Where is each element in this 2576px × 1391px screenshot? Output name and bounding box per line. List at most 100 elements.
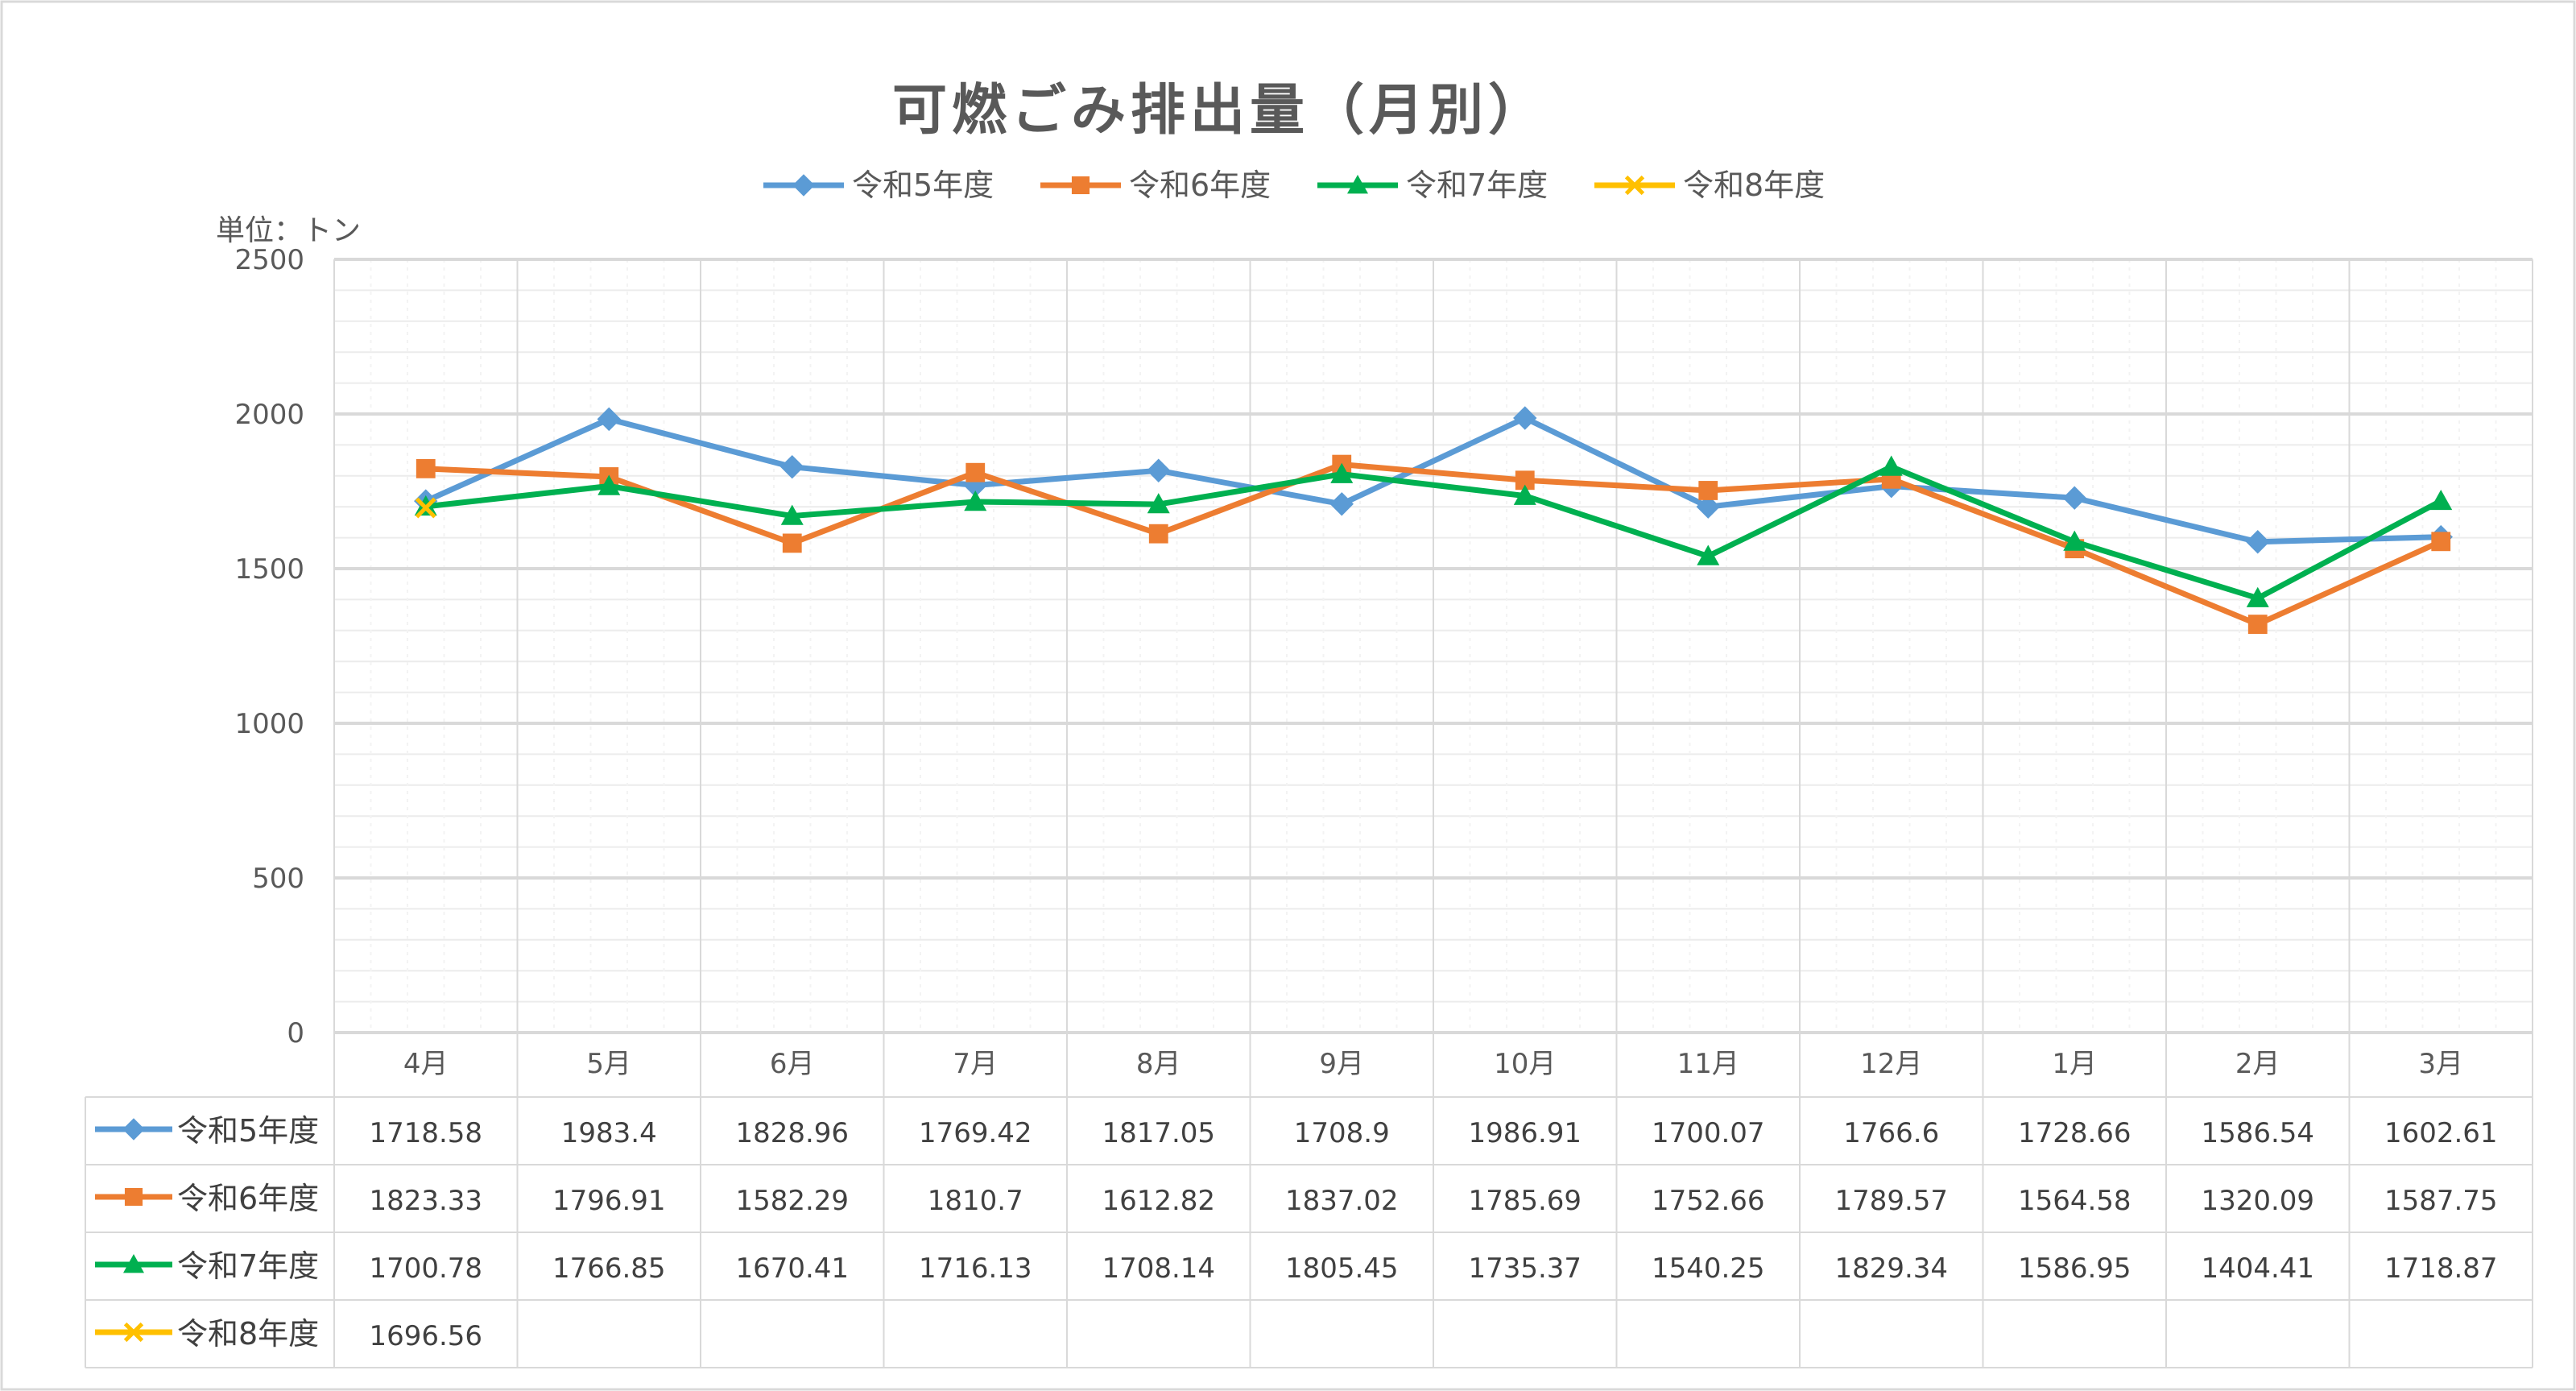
- data-point: [1698, 481, 1718, 500]
- legend-marker: [1624, 175, 1645, 196]
- table-cell: 1582.29: [735, 1185, 849, 1217]
- table-cell: 1716.13: [919, 1252, 1032, 1285]
- legend-marker: [1347, 175, 1368, 194]
- x-tick-label: 7月: [953, 1048, 998, 1080]
- table-cell: 1718.58: [369, 1117, 482, 1149]
- table-cell: 1817.05: [1102, 1117, 1215, 1149]
- table-row: 令和7年度 1700.78 1766.85 1670.41 1716.13 1708.14…: [95, 1248, 2498, 1285]
- series-3: [414, 455, 2453, 607]
- data-point: [2062, 486, 2086, 510]
- y-tick-label: 2000: [234, 399, 304, 431]
- table-cell: 1789.57: [1834, 1185, 1948, 1217]
- table-cell: 1766.85: [552, 1252, 666, 1285]
- data-point: [782, 533, 802, 553]
- table-cell: 1612.82: [1102, 1185, 1215, 1217]
- y-tick-label: 1500: [234, 553, 304, 586]
- legend-label: 令和7年度: [1406, 168, 1548, 203]
- data-point: [1696, 495, 1720, 519]
- unit-label: 単位：トン: [216, 214, 361, 247]
- legend-marker: [1071, 176, 1090, 195]
- row-key-marker: [123, 1322, 144, 1343]
- legend-item: 令和7年度: [1317, 168, 1548, 203]
- row-label: 令和7年度: [177, 1248, 319, 1284]
- row-key-marker: [122, 1118, 145, 1141]
- data-point: [1147, 458, 1171, 482]
- data-table: 令和5年度 1718.58 1983.4 1828.96 1769.42 1817.05 1…: [85, 1096, 2533, 1368]
- table-cell: 1823.33: [369, 1185, 482, 1217]
- table-cell: 1810.7: [928, 1185, 1023, 1217]
- legend-marker: [792, 174, 815, 197]
- data-point: [597, 407, 621, 432]
- table-cell: 1602.61: [2384, 1117, 2498, 1149]
- gridlines: [333, 258, 2533, 1097]
- table-cell: 1735.37: [1468, 1252, 1582, 1285]
- table-cell: 1766.6: [1843, 1117, 1939, 1149]
- data-point: [1697, 544, 1720, 565]
- table-cell: 1587.75: [2384, 1185, 2498, 1217]
- table-row: 令和8年度 1696.56: [95, 1316, 482, 1352]
- x-tick-label: 5月: [586, 1048, 631, 1080]
- table-cell: 1718.87: [2384, 1252, 2498, 1285]
- table-cell: 1769.42: [919, 1117, 1032, 1149]
- data-point: [1513, 484, 1536, 505]
- data-point: [2429, 489, 2453, 511]
- x-tick-label: 11月: [1677, 1048, 1739, 1080]
- data-point: [1329, 492, 1354, 516]
- x-axis: 4月 5月 6月 7月 8月 9月 10月 11月 12月 1月 2月 3月: [403, 1048, 2463, 1080]
- table-cell: 1785.69: [1468, 1185, 1582, 1217]
- table-cell: 1586.95: [2018, 1252, 2132, 1285]
- table-cell: 1696.56: [369, 1320, 482, 1352]
- data-point: [416, 458, 436, 478]
- series-line: [423, 415, 2444, 545]
- data-point: [965, 462, 986, 482]
- data-point: [1515, 470, 1535, 491]
- data-point: [1330, 462, 1354, 483]
- data-point: [1513, 406, 1537, 430]
- x-tick-label: 3月: [2418, 1048, 2463, 1080]
- data-point: [1147, 493, 1170, 514]
- table-cell: 1700.07: [1652, 1117, 1765, 1149]
- x-tick-label: 6月: [770, 1048, 815, 1080]
- table-cell: 1586.54: [2201, 1117, 2314, 1149]
- data-point: [1879, 455, 1903, 476]
- x-tick-label: 9月: [1319, 1048, 1364, 1080]
- table-cell: 1564.58: [2018, 1185, 2132, 1217]
- table-cell: 1828.96: [735, 1117, 849, 1149]
- legend-item: 令和5年度: [763, 168, 994, 203]
- table-cell: 1404.41: [2201, 1252, 2314, 1285]
- series-1: [414, 406, 2453, 554]
- series-layer: [414, 406, 2453, 634]
- table-cell: 1805.45: [1285, 1252, 1399, 1285]
- row-label: 令和6年度: [177, 1181, 319, 1216]
- table-cell: 1540.25: [1652, 1252, 1765, 1285]
- table-cell: 1829.34: [1834, 1252, 1948, 1285]
- y-axis: 0 500 1000 1500 2000 2500: [234, 244, 304, 1049]
- series-line: [423, 462, 2444, 627]
- x-tick-label: 12月: [1860, 1048, 1922, 1080]
- legend-item: 令和8年度: [1594, 168, 1825, 203]
- table-cell: 1708.9: [1294, 1117, 1390, 1149]
- legend-item: 令和6年度: [1040, 168, 1271, 203]
- y-tick-label: 500: [252, 863, 304, 895]
- data-point: [780, 454, 804, 479]
- data-point: [597, 474, 621, 495]
- table-cell: 1670.41: [735, 1252, 849, 1285]
- table-cell: 1837.02: [1285, 1185, 1399, 1217]
- legend-label: 令和6年度: [1129, 168, 1271, 203]
- data-point: [2063, 530, 2086, 551]
- data-point: [780, 504, 804, 525]
- data-point: [2431, 532, 2451, 552]
- x-tick-label: 8月: [1136, 1048, 1181, 1080]
- x-tick-label: 10月: [1494, 1048, 1556, 1080]
- series-line: [423, 464, 2444, 602]
- legend: 令和5年度 令和6年度 令和7年度 令和8年度: [763, 168, 1825, 203]
- table-cell: 1796.91: [552, 1185, 666, 1217]
- series-4: [415, 497, 436, 519]
- x-tick-label: 1月: [2052, 1048, 2097, 1080]
- legend-label: 令和8年度: [1683, 168, 1825, 203]
- chart-title: 可燃ごみ排出量（月別）: [892, 79, 1548, 143]
- table-cell: 1700.78: [369, 1252, 482, 1285]
- x-tick-label: 2月: [2235, 1048, 2280, 1080]
- data-point: [2246, 530, 2270, 554]
